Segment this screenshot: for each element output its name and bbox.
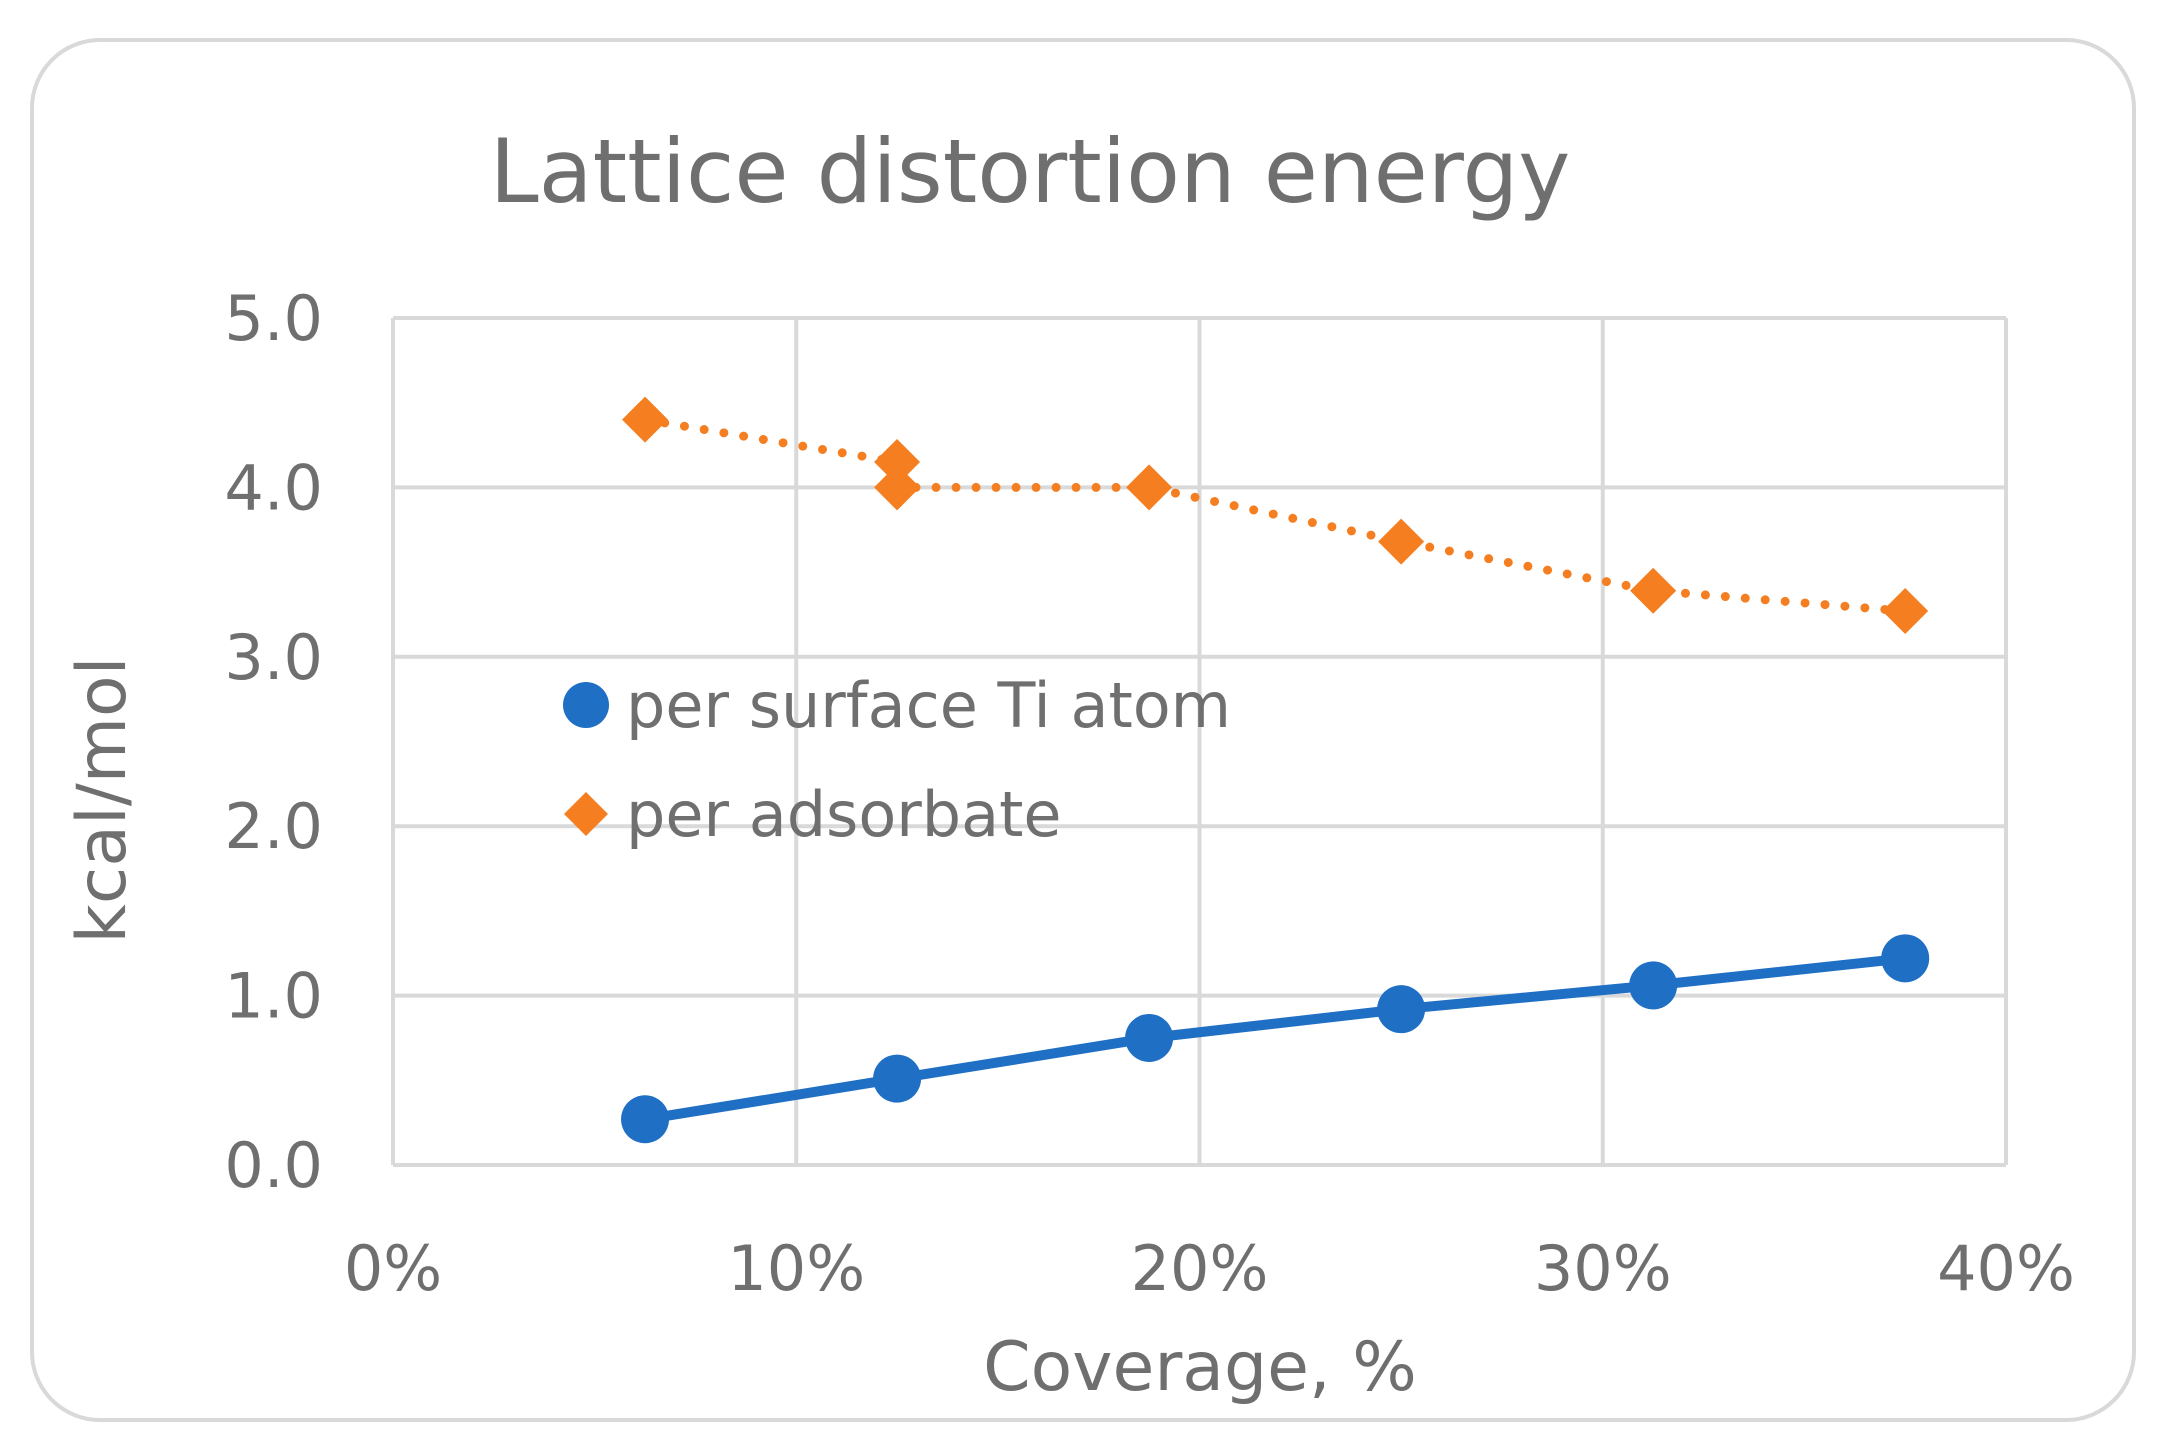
legend-label-per-adsorbate: per adsorbate xyxy=(626,778,1062,851)
text-layer: Lattice distortion energy Coverage, % kc… xyxy=(63,120,2075,1407)
point-per-adsorbate-6 xyxy=(1882,588,1929,635)
grid-layer xyxy=(391,316,2008,1167)
point-per-surface-ti-atom-5 xyxy=(1881,934,1930,983)
point-per-adsorbate-4 xyxy=(1378,518,1425,565)
chart-title: Lattice distortion energy xyxy=(490,120,1571,223)
x-axis-title: Coverage, % xyxy=(983,1328,1417,1407)
y-tick-label-2: 2.0 xyxy=(224,790,323,863)
point-per-adsorbate-0 xyxy=(622,396,669,443)
y-tick-label-4: 4.0 xyxy=(224,451,323,524)
y-tick-label-0: 0.0 xyxy=(224,1129,323,1202)
legend: per surface Ti atom per adsorbate xyxy=(563,669,1231,851)
x-tick-label-4: 40% xyxy=(1937,1232,2075,1305)
chart-frame xyxy=(30,38,2136,1422)
point-per-surface-ti-atom-0 xyxy=(621,1095,670,1144)
y-tick-label-3: 3.0 xyxy=(224,621,323,694)
legend-label-per-surface-ti-atom: per surface Ti atom xyxy=(626,669,1231,742)
y-tick-label-1: 1.0 xyxy=(224,960,323,1033)
point-per-surface-ti-atom-3 xyxy=(1377,985,1426,1034)
x-tick-label-0: 0% xyxy=(344,1232,442,1305)
point-per-surface-ti-atom-4 xyxy=(1629,961,1678,1010)
point-per-surface-ti-atom-2 xyxy=(1125,1013,1174,1062)
point-per-surface-ti-atom-1 xyxy=(873,1054,922,1103)
point-per-adsorbate-2 xyxy=(874,464,921,511)
x-tick-label-2: 20% xyxy=(1131,1232,1269,1305)
series-line-per-adsorbate xyxy=(640,415,1910,616)
point-per-adsorbate-3 xyxy=(1126,464,1173,511)
y-axis-title: kcal/mol xyxy=(63,657,142,944)
y-tick-label-5: 5.0 xyxy=(224,282,323,355)
point-per-adsorbate-1 xyxy=(874,438,921,485)
legend-marker-per-surface-ti-atom xyxy=(563,682,609,728)
point-per-adsorbate-5 xyxy=(1630,567,1677,614)
x-tick-label-3: 30% xyxy=(1534,1232,1672,1305)
series-layer xyxy=(621,396,1930,1144)
legend-marker-per-adsorbate xyxy=(564,792,608,836)
x-tick-label-1: 10% xyxy=(727,1232,865,1305)
series-line-per-surface-ti-atom xyxy=(644,953,1906,1125)
